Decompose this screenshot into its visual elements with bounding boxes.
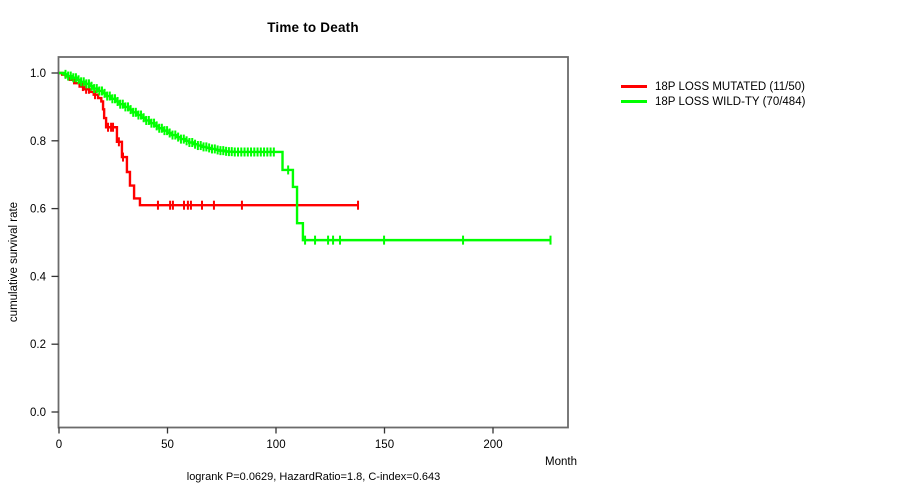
plot-title: Time to Death <box>267 20 359 35</box>
x-axis-label: Month <box>545 456 577 468</box>
y-tick-label: 1.0 <box>30 68 46 80</box>
x-tick-label: 150 <box>375 439 394 451</box>
legend-item-wildtype: 18P LOSS WILD-TY (70/484) <box>621 94 805 109</box>
y-tick-label: 0.6 <box>30 204 46 216</box>
survival-curve <box>59 71 551 242</box>
plot-border <box>57 56 569 429</box>
legend-label: 18P LOSS WILD-TY (70/484) <box>655 95 806 108</box>
y-tick-label: 0.8 <box>30 136 46 148</box>
stats-annotation: logrank P=0.0629, HazardRatio=1.8, C-ind… <box>186 471 441 483</box>
y-tick-label: 0.2 <box>30 339 46 351</box>
legend-swatch-red <box>621 85 647 88</box>
x-tick-label: 200 <box>483 439 502 451</box>
x-tick-label: 100 <box>266 439 285 451</box>
legend-item-mutated: 18P LOSS MUTATED (11/50) <box>621 79 805 94</box>
x-tick-label: 0 <box>56 439 62 451</box>
survival-curve <box>59 71 359 207</box>
legend-label: 18P LOSS MUTATED (11/50) <box>655 80 805 93</box>
x-tick-label: 50 <box>161 439 174 451</box>
y-tick-label: 0.4 <box>30 271 47 283</box>
legend: 18P LOSS MUTATED (11/50) 18P LOSS WILD-T… <box>621 79 805 109</box>
y-tick-label: 0.0 <box>30 407 46 419</box>
legend-swatch-green <box>621 100 647 103</box>
